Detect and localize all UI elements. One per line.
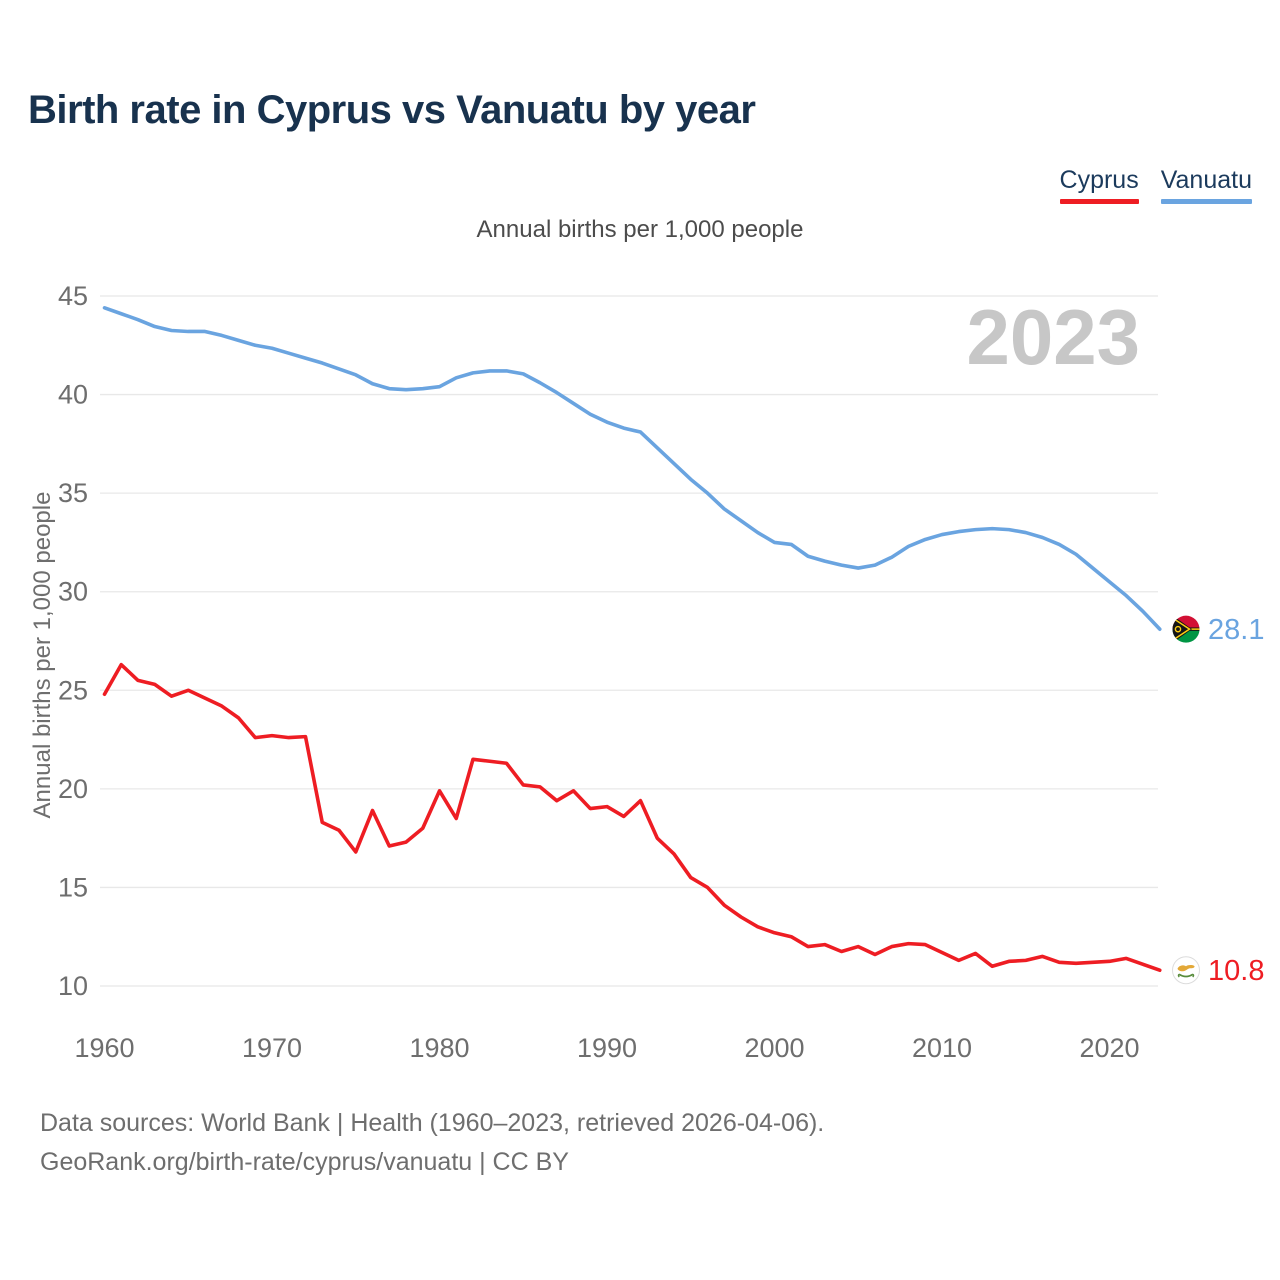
y-tick-label: 35 [58,478,88,508]
chart-footer: Data sources: World Bank | Health (1960–… [40,1104,824,1182]
legend-label-cyprus: Cyprus [1059,166,1139,194]
y-tick-label: 25 [58,675,88,705]
y-tick-label: 15 [58,872,88,902]
vanuatu-end-value: 28.1 [1208,614,1264,646]
y-tick-label: 30 [58,577,88,607]
vanuatu-line[interactable] [102,306,1162,631]
y-tick-label: 40 [58,380,88,410]
chart-legend: Cyprus Vanuatu [1059,166,1252,204]
chart-title: Birth rate in Cyprus vs Vanuatu by year [28,88,756,132]
footer-attribution: GeoRank.org/birth-rate/cyprus/vanuatu | … [40,1148,569,1176]
legend-label-vanuatu: Vanuatu [1160,166,1252,194]
x-tick-label: 1980 [409,1033,469,1063]
cyprus-line[interactable] [102,662,1162,973]
x-tick-label: 1970 [242,1033,302,1063]
x-tick-label: 1990 [577,1033,637,1063]
y-tick-label: 45 [58,281,88,311]
legend-item-cyprus[interactable]: Cyprus [1059,166,1139,204]
y-tick-label: 20 [58,774,88,804]
legend-item-vanuatu[interactable]: Vanuatu [1160,166,1252,204]
chart-subtitle: Annual births per 1,000 people [476,216,804,243]
watermark-year: 2023 [966,293,1140,381]
x-tick-label: 2000 [744,1033,804,1063]
x-tick-label: 2010 [912,1033,972,1063]
x-tick-label: 2020 [1079,1033,1139,1063]
vanuatu-flag-icon [1172,615,1200,643]
y-tick-label: 10 [58,971,88,1001]
footer-sources: Data sources: World Bank | Health (1960–… [40,1109,825,1137]
cyprus-flag-icon [1172,956,1200,985]
legend-underline-vanuatu [1160,199,1252,204]
legend-underline-cyprus [1059,199,1139,204]
x-tick-label: 1960 [74,1033,134,1063]
cyprus-end-value: 10.8 [1208,955,1264,987]
